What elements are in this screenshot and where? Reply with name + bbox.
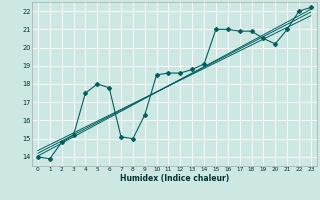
X-axis label: Humidex (Indice chaleur): Humidex (Indice chaleur) [120, 174, 229, 183]
